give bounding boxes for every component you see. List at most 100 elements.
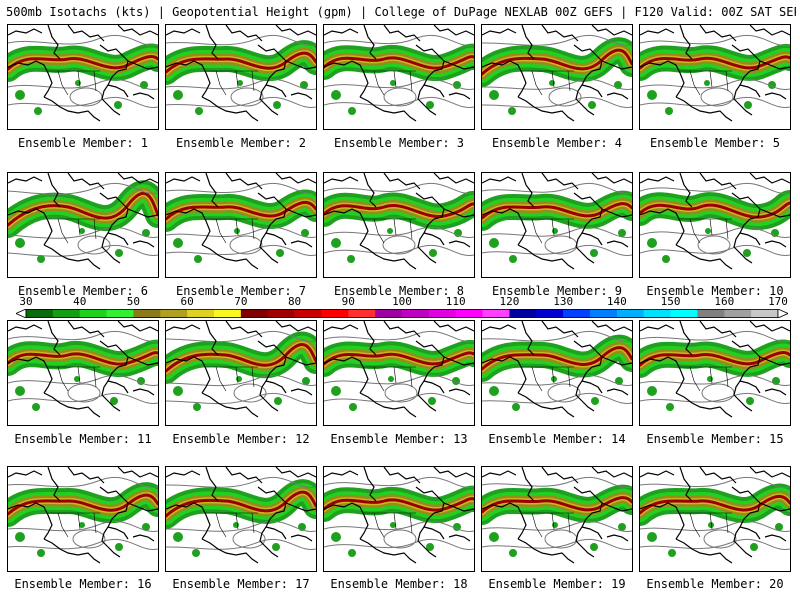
political-border bbox=[57, 512, 69, 538]
coastline bbox=[127, 356, 158, 366]
political-border bbox=[251, 70, 255, 92]
wind-speed-cell bbox=[274, 397, 282, 405]
coastline bbox=[383, 173, 421, 190]
coastline bbox=[591, 467, 632, 478]
wind-speed-cell bbox=[647, 238, 657, 248]
coastline bbox=[699, 467, 737, 484]
colorbar-tick-label: 80 bbox=[287, 295, 302, 308]
wind-speed-cell bbox=[775, 523, 783, 531]
coastline bbox=[166, 28, 201, 36]
coastline bbox=[573, 340, 603, 412]
ensemble-member-map bbox=[166, 25, 316, 122]
geopotential-height-contour bbox=[482, 96, 632, 108]
wind-speed-cell bbox=[272, 543, 280, 551]
coastline bbox=[731, 340, 761, 412]
coastline bbox=[415, 486, 445, 558]
coastline bbox=[265, 380, 287, 394]
coastline bbox=[679, 467, 693, 502]
wind-speed-cell bbox=[194, 255, 202, 263]
coastline bbox=[573, 44, 603, 116]
coastline bbox=[448, 534, 471, 542]
jet-core-80kt bbox=[8, 493, 158, 516]
political-border bbox=[551, 70, 555, 88]
wind-speed-cell bbox=[509, 549, 517, 557]
wind-speed-cell bbox=[390, 80, 396, 86]
coastline bbox=[640, 356, 685, 394]
coastline bbox=[749, 25, 790, 36]
coastline bbox=[99, 44, 129, 116]
political-border bbox=[393, 218, 397, 236]
coastline bbox=[107, 232, 129, 246]
coastline bbox=[285, 208, 316, 218]
colorbar-swatch bbox=[187, 309, 215, 318]
geopotential-height-contour bbox=[324, 182, 474, 194]
geopotential-height-contour bbox=[482, 476, 632, 488]
coastline bbox=[482, 470, 517, 478]
coastline bbox=[581, 84, 603, 98]
colorbar-swatch bbox=[375, 309, 403, 318]
coastline bbox=[423, 84, 445, 98]
ensemble-member-panel bbox=[481, 172, 633, 278]
coastline bbox=[8, 28, 43, 36]
coastline bbox=[679, 321, 693, 356]
colorbar-swatch bbox=[294, 309, 322, 318]
geopotential-height-contour bbox=[8, 96, 158, 108]
wind-speed-cell bbox=[552, 522, 558, 528]
coastline bbox=[699, 173, 737, 190]
ensemble-member-label: Ensemble Member: 16 bbox=[14, 577, 152, 591]
jet-core-80kt bbox=[482, 496, 632, 514]
colorbar-tick-label: 140 bbox=[606, 295, 627, 308]
coastline bbox=[749, 321, 790, 332]
ensemble-member-label: Ensemble Member: 13 bbox=[330, 432, 468, 446]
coastline bbox=[225, 25, 263, 42]
political-border bbox=[709, 512, 713, 530]
political-border bbox=[709, 70, 713, 88]
geopotential-height-contour bbox=[324, 520, 474, 532]
coastline bbox=[324, 28, 359, 36]
wind-speed-cell bbox=[331, 532, 341, 542]
wind-speed-cell bbox=[233, 522, 239, 528]
political-border bbox=[393, 366, 397, 384]
ensemble-member-label: Ensemble Member: 10 bbox=[646, 284, 784, 298]
coastline bbox=[275, 321, 316, 332]
wind-speed-cell bbox=[300, 81, 308, 89]
geopotential-height-contour bbox=[166, 226, 316, 238]
geopotential-height-contour bbox=[233, 383, 267, 403]
ensemble-member-panel bbox=[7, 466, 159, 572]
coastline bbox=[8, 470, 43, 478]
wind-speed-cell bbox=[276, 249, 284, 257]
ensemble-member-map bbox=[640, 321, 790, 418]
coastline bbox=[383, 25, 421, 42]
coastline bbox=[47, 321, 61, 356]
coastline bbox=[43, 96, 101, 122]
coastline bbox=[764, 388, 787, 396]
coastline bbox=[265, 84, 287, 98]
ensemble-member-map bbox=[8, 321, 158, 418]
jet-core-80kt bbox=[640, 201, 790, 219]
wind-speed-cell bbox=[615, 377, 623, 385]
political-border bbox=[689, 512, 701, 538]
coastline bbox=[591, 173, 632, 184]
coastline bbox=[324, 60, 369, 98]
wind-speed-cell bbox=[15, 238, 25, 248]
geopotential-height-contour bbox=[8, 374, 158, 386]
political-border bbox=[551, 366, 555, 384]
ensemble-member-panel bbox=[481, 320, 633, 426]
geopotential-height-contour bbox=[482, 226, 632, 238]
coastline bbox=[359, 538, 417, 564]
geopotential-height-contour bbox=[8, 78, 158, 90]
coastline bbox=[573, 486, 603, 558]
coastline bbox=[67, 467, 105, 484]
wind-speed-cell bbox=[647, 532, 657, 542]
coastline bbox=[606, 240, 629, 248]
ensemble-member-panel bbox=[481, 466, 633, 572]
coastline bbox=[99, 192, 129, 264]
geopotential-height-contour bbox=[232, 529, 266, 549]
geopotential-height-contour bbox=[69, 87, 103, 107]
geopotential-height-contour bbox=[482, 34, 632, 46]
coastline bbox=[265, 526, 287, 540]
political-border bbox=[689, 366, 701, 392]
coastline bbox=[675, 392, 733, 418]
coastline bbox=[433, 321, 474, 332]
coastline bbox=[225, 173, 263, 190]
